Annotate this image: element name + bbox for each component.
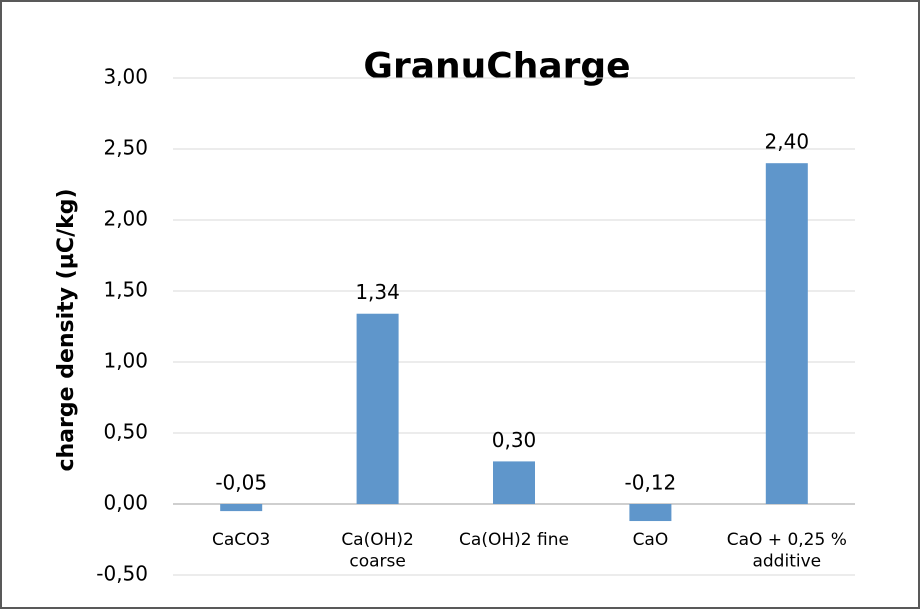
- y-tick-label: 3,00: [103, 65, 148, 89]
- x-tick-label: CaO + 0,25 % additive: [727, 530, 847, 571]
- bar: [356, 313, 399, 504]
- value-label: 1,34: [355, 280, 400, 304]
- value-label: 2,40: [765, 130, 810, 154]
- y-tick-label: 1,50: [103, 278, 148, 302]
- y-tick-label: 2,00: [103, 207, 148, 231]
- y-axis-title: charge density (µC/kg): [54, 188, 79, 471]
- y-tick-label: 0,00: [103, 491, 148, 515]
- bar: [629, 504, 672, 522]
- bar: [220, 504, 263, 512]
- chart-title: GranuCharge: [363, 46, 630, 87]
- x-tick-label: Ca(OH)2 coarse: [341, 530, 414, 571]
- x-tick-label: CaO: [633, 530, 669, 550]
- x-tick-label: CaCO3: [212, 530, 270, 550]
- y-tick-label: -0,50: [96, 562, 148, 586]
- y-tick-label: 1,00: [103, 349, 148, 373]
- bar: [493, 461, 535, 504]
- x-tick-label: Ca(OH)2 fine: [459, 530, 569, 550]
- y-tick-label: 0,50: [103, 420, 148, 444]
- value-label: 0,30: [492, 428, 537, 452]
- value-label: -0,12: [625, 471, 677, 495]
- bar: [765, 163, 808, 504]
- value-label: -0,05: [215, 471, 267, 495]
- y-tick-label: 2,50: [103, 136, 148, 160]
